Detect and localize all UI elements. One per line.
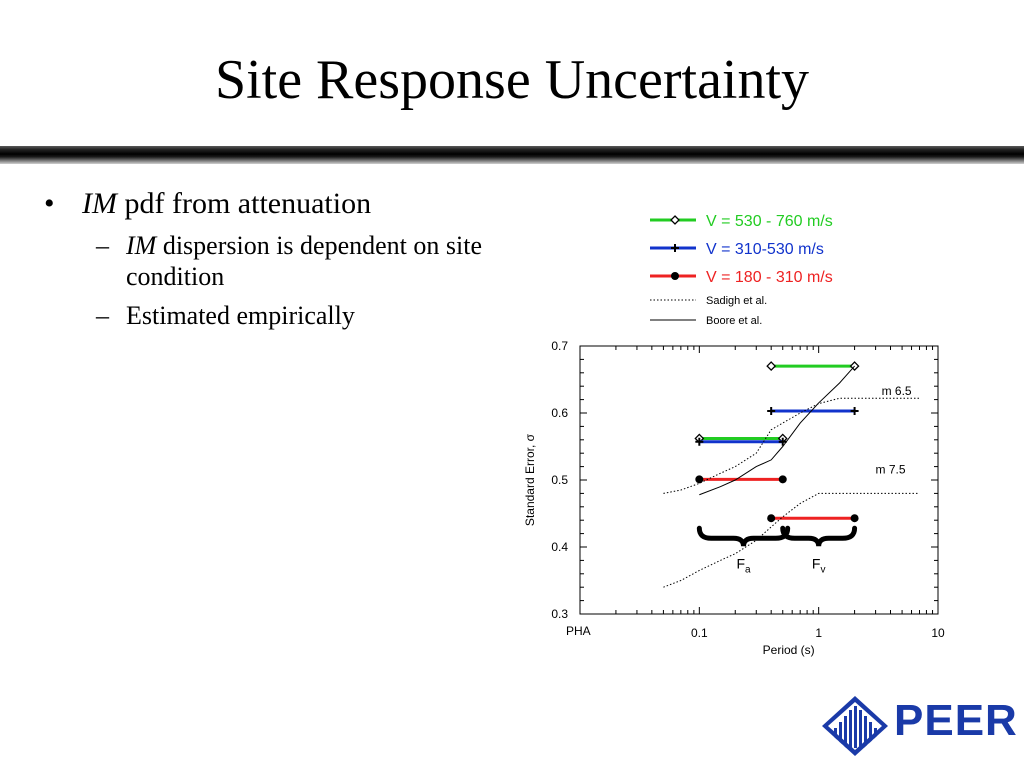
- sub-bullet-2: – Estimated empirically: [44, 300, 484, 331]
- data-point-2: [767, 514, 776, 523]
- data-point-2: [850, 514, 859, 523]
- x-tick-label: 1: [815, 626, 822, 640]
- data-point-1: [850, 406, 859, 415]
- sub-bullet-2-text: Estimated empirically: [126, 301, 355, 331]
- bullet-dash: –: [96, 231, 109, 260]
- bullet-main-text: pdf from attenuation: [116, 187, 372, 220]
- peer-logo-text: PEER: [894, 696, 1018, 745]
- legend-label-3: Sadigh et al.: [706, 295, 767, 307]
- bullet-dot: •: [44, 187, 55, 220]
- slide-title: Site Response Uncertainty: [214, 49, 810, 111]
- x-tick-label: PHA: [566, 624, 591, 638]
- legend-marker-0: [670, 215, 680, 225]
- data-point-0: [766, 361, 777, 372]
- data-point-2: [695, 475, 704, 484]
- brace-1: [780, 525, 858, 547]
- title-divider: [0, 146, 1024, 164]
- y-axis-label: Standard Error, σ: [523, 433, 537, 526]
- bullet-main-em: IM: [82, 187, 117, 220]
- y-tick-label: 0.4: [551, 540, 568, 554]
- brace-0: [696, 525, 791, 547]
- series-line-4: [699, 365, 855, 496]
- brace-label: Fv: [812, 555, 826, 575]
- y-tick-label: 0.3: [551, 607, 568, 621]
- data-point-1: [767, 406, 776, 415]
- y-tick-label: 0.7: [551, 339, 568, 353]
- series-line-3: [663, 397, 920, 494]
- brace-label: Fa: [736, 555, 751, 575]
- data-point-2: [778, 475, 787, 484]
- sub-bullet-1: – IM dispersion is dependent on site con…: [44, 230, 484, 292]
- chart-annotation: m 6.5: [882, 384, 912, 398]
- data-point-1: [778, 437, 787, 446]
- peer-diamond-icon: [822, 696, 888, 756]
- bullet-list: • IM pdf from attenuation – IM dispersio…: [44, 186, 484, 332]
- standard-error-chart: 0.3 0.4 0.5 0.6 0.7 PHA 0.1 1 10 Period (s) Standa…: [523, 213, 945, 657]
- peer-logo: PEER: [820, 694, 1017, 758]
- y-tick-label: 0.6: [551, 406, 568, 420]
- sub-bullet-1-text: dispersion is dependent on site conditio…: [126, 231, 483, 292]
- legend-marker-2: [671, 272, 679, 280]
- legend-label-0: V = 530 - 760 m/s: [706, 213, 833, 230]
- x-tick-label: 10: [931, 626, 945, 640]
- chart-annotation: m 7.5: [876, 462, 906, 476]
- series-line-3: [663, 492, 920, 588]
- x-tick-label: 0.1: [691, 626, 708, 640]
- legend-label-4: Boore et al.: [706, 315, 762, 327]
- legend-label-1: V = 310-530 m/s: [706, 241, 824, 258]
- bullet-dash: –: [96, 301, 109, 331]
- x-axis-label: Period (s): [763, 643, 815, 657]
- sub-bullet-1-em: IM: [126, 231, 157, 260]
- bullet-main: • IM pdf from attenuation: [44, 186, 484, 222]
- y-tick-label: 0.5: [551, 473, 568, 487]
- legend-label-2: V = 180 - 310 m/s: [706, 269, 833, 286]
- data-point-1: [695, 437, 704, 446]
- legend-marker-1: [671, 244, 679, 252]
